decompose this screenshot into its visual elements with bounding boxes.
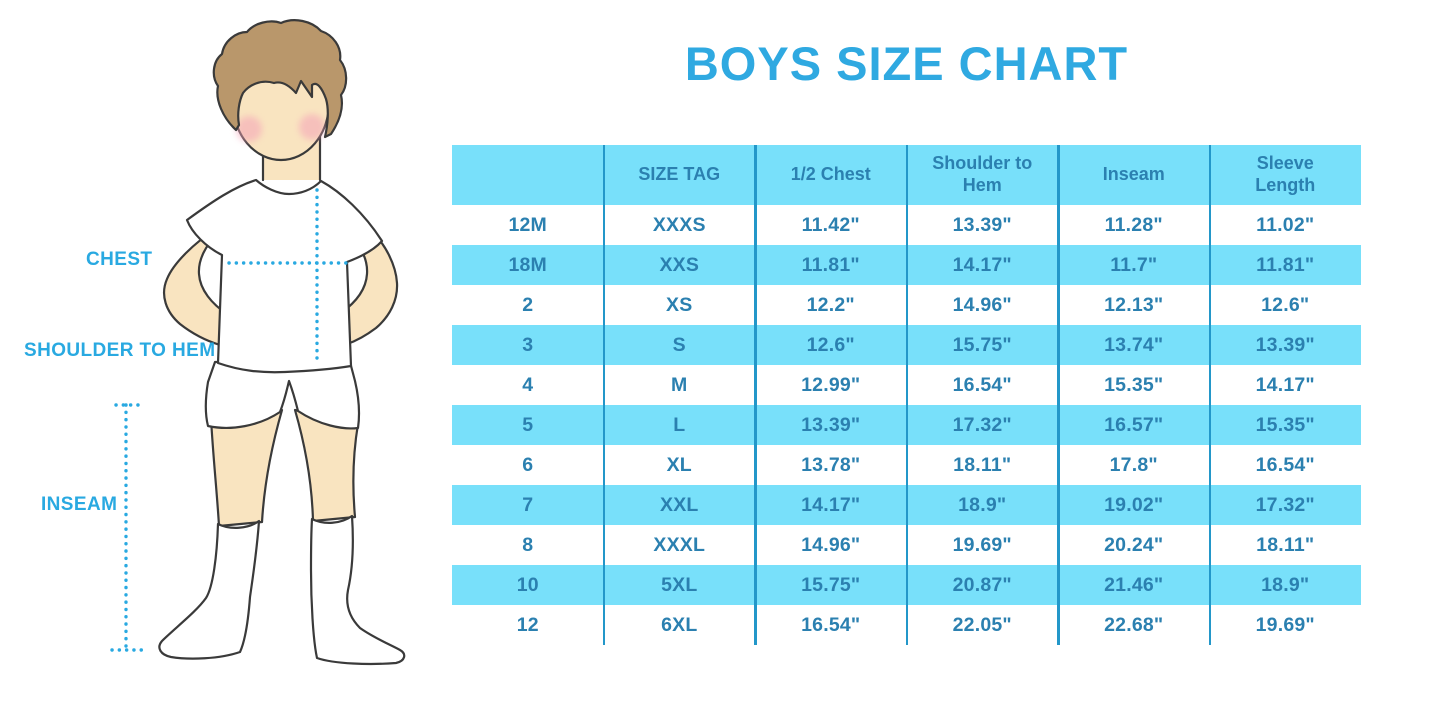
table-cell: 22.05" (952, 613, 1012, 636)
hair (212, 19, 348, 139)
table-cell: 16.57" (1104, 413, 1164, 436)
table-cell: 17.32" (952, 413, 1012, 436)
column-header: 1/2 Chest (790, 164, 871, 185)
table-cell: L (673, 413, 686, 436)
table-cell: 18.11" (953, 453, 1012, 476)
table-cell: S (672, 333, 686, 356)
table-cell: 18M (508, 253, 548, 276)
table-cell: M (671, 373, 688, 396)
table-cell: 5 (522, 413, 534, 436)
shorts (204, 360, 361, 430)
table-cell: 14.17" (952, 253, 1012, 276)
table-cell: 16.54" (1255, 453, 1315, 476)
column-separator (1208, 145, 1211, 645)
table-cell: 12.6" (806, 333, 855, 356)
table-cell: 11.02" (1256, 213, 1315, 236)
right-cheek (299, 114, 325, 140)
table-cell: XXS (659, 253, 700, 276)
table-cell: 7 (522, 493, 534, 516)
table-cell: XXXS (652, 213, 706, 236)
page-title: BOYS SIZE CHART (684, 37, 1129, 90)
table-cell: 11.7" (1110, 253, 1158, 276)
table-cell: 2 (522, 293, 534, 316)
table-cell: 13.39" (801, 413, 861, 436)
table-cell: 18.9" (958, 493, 1007, 516)
table-cell: 11.42" (801, 213, 860, 236)
table-cell: 20.87" (952, 573, 1012, 596)
size-chart-table: SIZE TAG 1/2 Chest Shoulder to Hem Inseam Sl… (452, 145, 1361, 645)
table-cell: 13.78" (801, 453, 861, 476)
table-cell: 17.32" (1255, 493, 1315, 516)
table-cell: 13.74" (1104, 333, 1164, 356)
table-cell: 14.17" (1255, 373, 1315, 396)
table-cell: 14.96" (952, 293, 1012, 316)
left-sock (158, 519, 261, 660)
table-cell: 14.17" (801, 493, 861, 516)
table-cell: 18.9" (1261, 573, 1310, 596)
column-separator (754, 145, 757, 645)
table-cell: XS (666, 293, 693, 316)
table-cell: 5XL (661, 573, 698, 596)
table-cell: 12 (516, 613, 539, 636)
table-cell: 16.54" (801, 613, 861, 636)
table-cell: 19.69" (1255, 613, 1315, 636)
table-cell: 8 (522, 533, 534, 556)
table-cell: 15.75" (952, 333, 1012, 356)
table-cell: XXXL (653, 533, 706, 556)
table-cell: 17.8" (1109, 453, 1158, 476)
table-cell: 15.75" (801, 573, 861, 596)
boy-illustration (110, 19, 406, 666)
t-shirt (185, 178, 384, 374)
column-separator (905, 145, 908, 645)
column-header: Sleeve Length (1255, 153, 1316, 195)
table-cell: 3 (522, 333, 534, 356)
table-cell: 16.54" (952, 373, 1012, 396)
column-separator (602, 145, 605, 645)
table-cell: 12M (508, 213, 548, 236)
table-cell: 13.39" (952, 213, 1012, 236)
table-cell: 12.2" (806, 293, 855, 316)
table-cell: 14.96" (801, 533, 861, 556)
table-cell: 21.46" (1104, 573, 1164, 596)
column-separator (1057, 145, 1060, 645)
table-cell: 11.81" (1256, 253, 1315, 276)
right-sock (309, 514, 406, 666)
table-cell: 19.69" (952, 533, 1012, 556)
chest-label: CHEST (86, 249, 153, 270)
left-arm (163, 230, 229, 347)
left-leg (209, 408, 284, 528)
table-cell: 19.02" (1104, 493, 1164, 516)
table-cell: 18.11" (1256, 533, 1315, 556)
shoulder-to-hem-label: SHOULDER TO HEM (24, 340, 216, 361)
table-cell: XXL (659, 493, 699, 516)
column-header: Inseam (1102, 164, 1165, 185)
table-cell: 10 (516, 573, 539, 596)
table-cell: 20.24" (1104, 533, 1164, 556)
table-cell: 15.35" (1255, 413, 1315, 436)
table-cell: 15.35" (1104, 373, 1164, 396)
table-cell: 4 (522, 373, 534, 396)
table-cell: 11.28" (1104, 213, 1163, 236)
column-header: SIZE TAG (638, 164, 721, 185)
column-header (452, 145, 604, 205)
table-cell: 12.99" (801, 373, 861, 396)
column-header: Shoulder to Hem (932, 153, 1033, 195)
table-cell: 6 (522, 453, 534, 476)
right-leg (293, 408, 360, 523)
table-cell: 6XL (661, 613, 698, 636)
left-cheek (236, 116, 262, 142)
table-cell: 11.81" (801, 253, 860, 276)
inseam-label: INSEAM (41, 494, 118, 515)
table-cell: 22.68" (1104, 613, 1164, 636)
right-arm (339, 228, 399, 346)
table-cell: 12.6" (1261, 293, 1310, 316)
table-cell: 13.39" (1255, 333, 1315, 356)
table-cell: 12.13" (1104, 293, 1164, 316)
table-cell: XL (666, 453, 692, 476)
